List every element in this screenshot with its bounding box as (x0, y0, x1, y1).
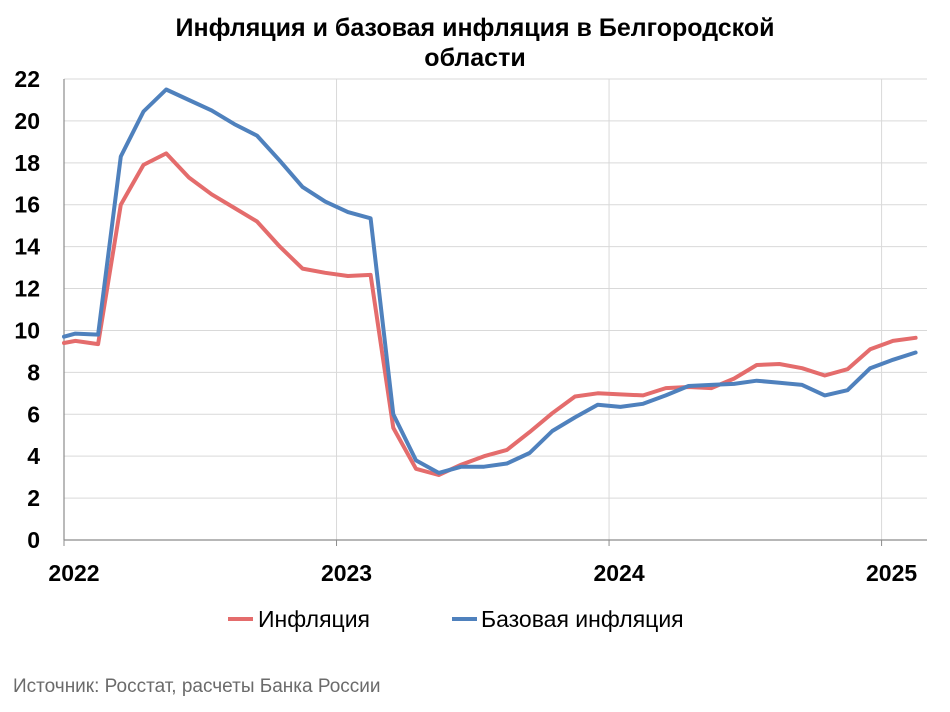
y-tick-label: 6 (27, 401, 40, 427)
y-tick-label: 2 (27, 485, 40, 511)
x-tick-label: 2022 (48, 560, 99, 586)
x-tick-label: 2025 (866, 560, 917, 586)
y-axis-ticks: 0 2 4 6 8 10 12 14 16 18 20 22 (14, 66, 40, 553)
chart-title-line-1: Инфляция и базовая инфляция в Белгородск… (176, 14, 775, 42)
legend-label: Базовая инфляция (481, 606, 684, 632)
chart-title: Инфляция и базовая инфляция в Белгородск… (176, 14, 775, 72)
y-tick-label: 20 (14, 108, 40, 134)
y-tick-label: 14 (14, 234, 40, 260)
series-line-core-inflation (62, 87, 918, 475)
chart-title-line-2: области (424, 44, 525, 72)
y-tick-label: 8 (27, 359, 40, 385)
x-tick-label: 2024 (593, 560, 644, 586)
y-tick-label: 4 (27, 443, 40, 469)
legend-label: Инфляция (258, 606, 370, 632)
y-tick-label: 22 (14, 66, 40, 92)
y-tick-label: 16 (14, 192, 40, 218)
axes (63, 79, 927, 541)
series-line-inflation (62, 151, 918, 477)
legend: Инфляция Базовая инфляция (228, 606, 684, 632)
y-tick-label: 18 (14, 150, 40, 176)
x-tick-label: 2023 (321, 560, 372, 586)
y-tick-label: 0 (27, 527, 40, 553)
x-axis-ticks: 2022 2023 2024 2025 (48, 540, 917, 586)
series-lines (62, 87, 918, 477)
y-tick-label: 10 (14, 317, 40, 343)
source-note: Источник: Росстат, расчеты Банка России (13, 676, 381, 697)
y-tick-label: 12 (14, 276, 40, 302)
grid-lines (64, 78, 927, 540)
